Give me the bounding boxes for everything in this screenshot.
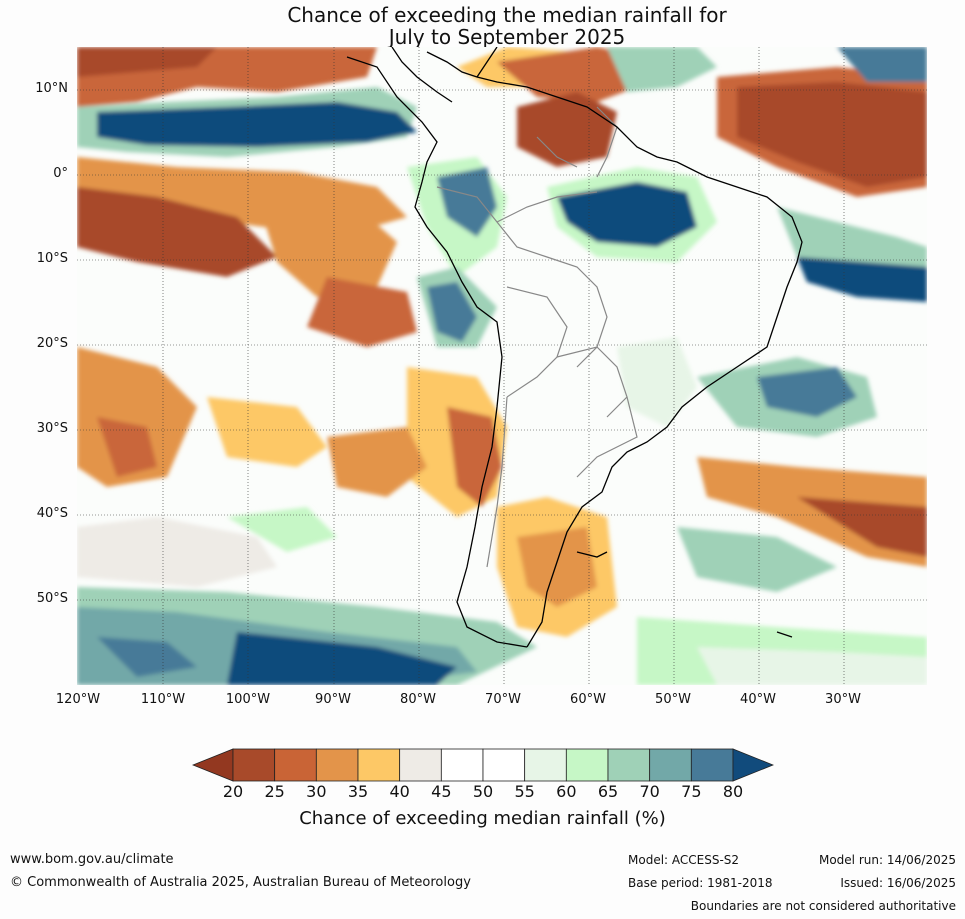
graticule bbox=[77, 47, 927, 685]
rainfall-map bbox=[77, 47, 927, 685]
lon-label-50w: 50°W bbox=[655, 692, 691, 707]
title-line-2: July to September 2025 bbox=[388, 25, 626, 49]
map-svg bbox=[77, 47, 927, 685]
colorbar-tick-label: 75 bbox=[681, 782, 702, 801]
lon-label-30w: 30°W bbox=[825, 692, 861, 707]
lon-label-40w: 40°W bbox=[740, 692, 776, 707]
lat-label-50s: 50°S bbox=[36, 591, 68, 606]
copyright-text: © Commonwealth of Australia 2025, Austra… bbox=[10, 875, 471, 890]
colorbar-tick-label: 60 bbox=[556, 782, 577, 801]
colorbar-under-arrow bbox=[192, 748, 234, 782]
lat-label-10s: 10°S bbox=[36, 251, 68, 266]
colorbar-tick-label: 80 bbox=[722, 782, 744, 801]
colorbar-tick-label: 30 bbox=[306, 782, 327, 801]
colorbar bbox=[192, 748, 774, 782]
colorbar-tick-label: 25 bbox=[264, 782, 285, 801]
colorbar-over-arrow bbox=[732, 748, 774, 782]
base-period: Base period: 1981-2018 bbox=[628, 876, 773, 890]
boundaries-disclaimer: Boundaries are not considered authoritat… bbox=[690, 899, 956, 913]
colorbar-tick-label: 45 bbox=[431, 782, 452, 801]
colorbar-tick-label: 70 bbox=[639, 782, 660, 801]
colorbar-cell bbox=[524, 748, 567, 782]
lat-label-0: 0° bbox=[53, 166, 68, 181]
model-run-date: Model run: 14/06/2025 bbox=[818, 853, 956, 867]
lat-label-30s: 30°S bbox=[36, 421, 68, 436]
colorbar-tick-label: 20 bbox=[222, 782, 244, 801]
colorbar-cell bbox=[440, 748, 484, 782]
lon-label-60w: 60°W bbox=[570, 692, 606, 707]
lon-label-120w: 120°W bbox=[55, 692, 101, 707]
map-title: Chance of exceeding the median rainfall … bbox=[0, 4, 965, 48]
colorbar-tick-label: 40 bbox=[389, 782, 410, 801]
lat-label-40s: 40°S bbox=[36, 506, 68, 521]
colorbar-cell bbox=[607, 748, 651, 782]
colorbar-cell bbox=[357, 748, 401, 782]
lon-label-100w: 100°W bbox=[225, 692, 271, 707]
lon-label-110w: 110°W bbox=[140, 692, 186, 707]
colorbar-cell bbox=[565, 748, 609, 782]
lon-label-80w: 80°W bbox=[400, 692, 436, 707]
colorbar-tick-label: 65 bbox=[597, 782, 619, 801]
colorbar-tick-label: 55 bbox=[514, 782, 535, 801]
coastlines bbox=[346, 47, 803, 648]
title-line-1: Chance of exceeding the median rainfall … bbox=[287, 3, 727, 27]
rainfall-field bbox=[77, 47, 927, 685]
colorbar-cell bbox=[315, 748, 359, 782]
model-name: Model: ACCESS-S2 bbox=[628, 853, 740, 867]
lat-label-10n: 10°N bbox=[35, 81, 68, 96]
lat-label-20s: 20°S bbox=[36, 336, 68, 351]
colorbar-cell bbox=[274, 748, 317, 782]
colorbar-cell bbox=[399, 748, 442, 782]
colorbar-cells bbox=[232, 748, 734, 782]
lon-label-90w: 90°W bbox=[315, 692, 351, 707]
website-link[interactable]: www.bom.gov.au/climate bbox=[10, 852, 174, 867]
colorbar-tick-label: 50 bbox=[472, 782, 494, 801]
colorbar-cell bbox=[649, 748, 692, 782]
colorbar-label: Chance of exceeding median rainfall (%) bbox=[299, 808, 666, 829]
colorbar-tick-label: 35 bbox=[347, 782, 369, 801]
colorbar-cell bbox=[690, 748, 734, 782]
colorbar-cell bbox=[232, 748, 276, 782]
lon-label-70w: 70°W bbox=[485, 692, 521, 707]
colorbar-cell bbox=[482, 748, 526, 782]
country-borders bbox=[436, 106, 638, 568]
issued-date: Issued: 16/06/2025 bbox=[840, 876, 956, 890]
